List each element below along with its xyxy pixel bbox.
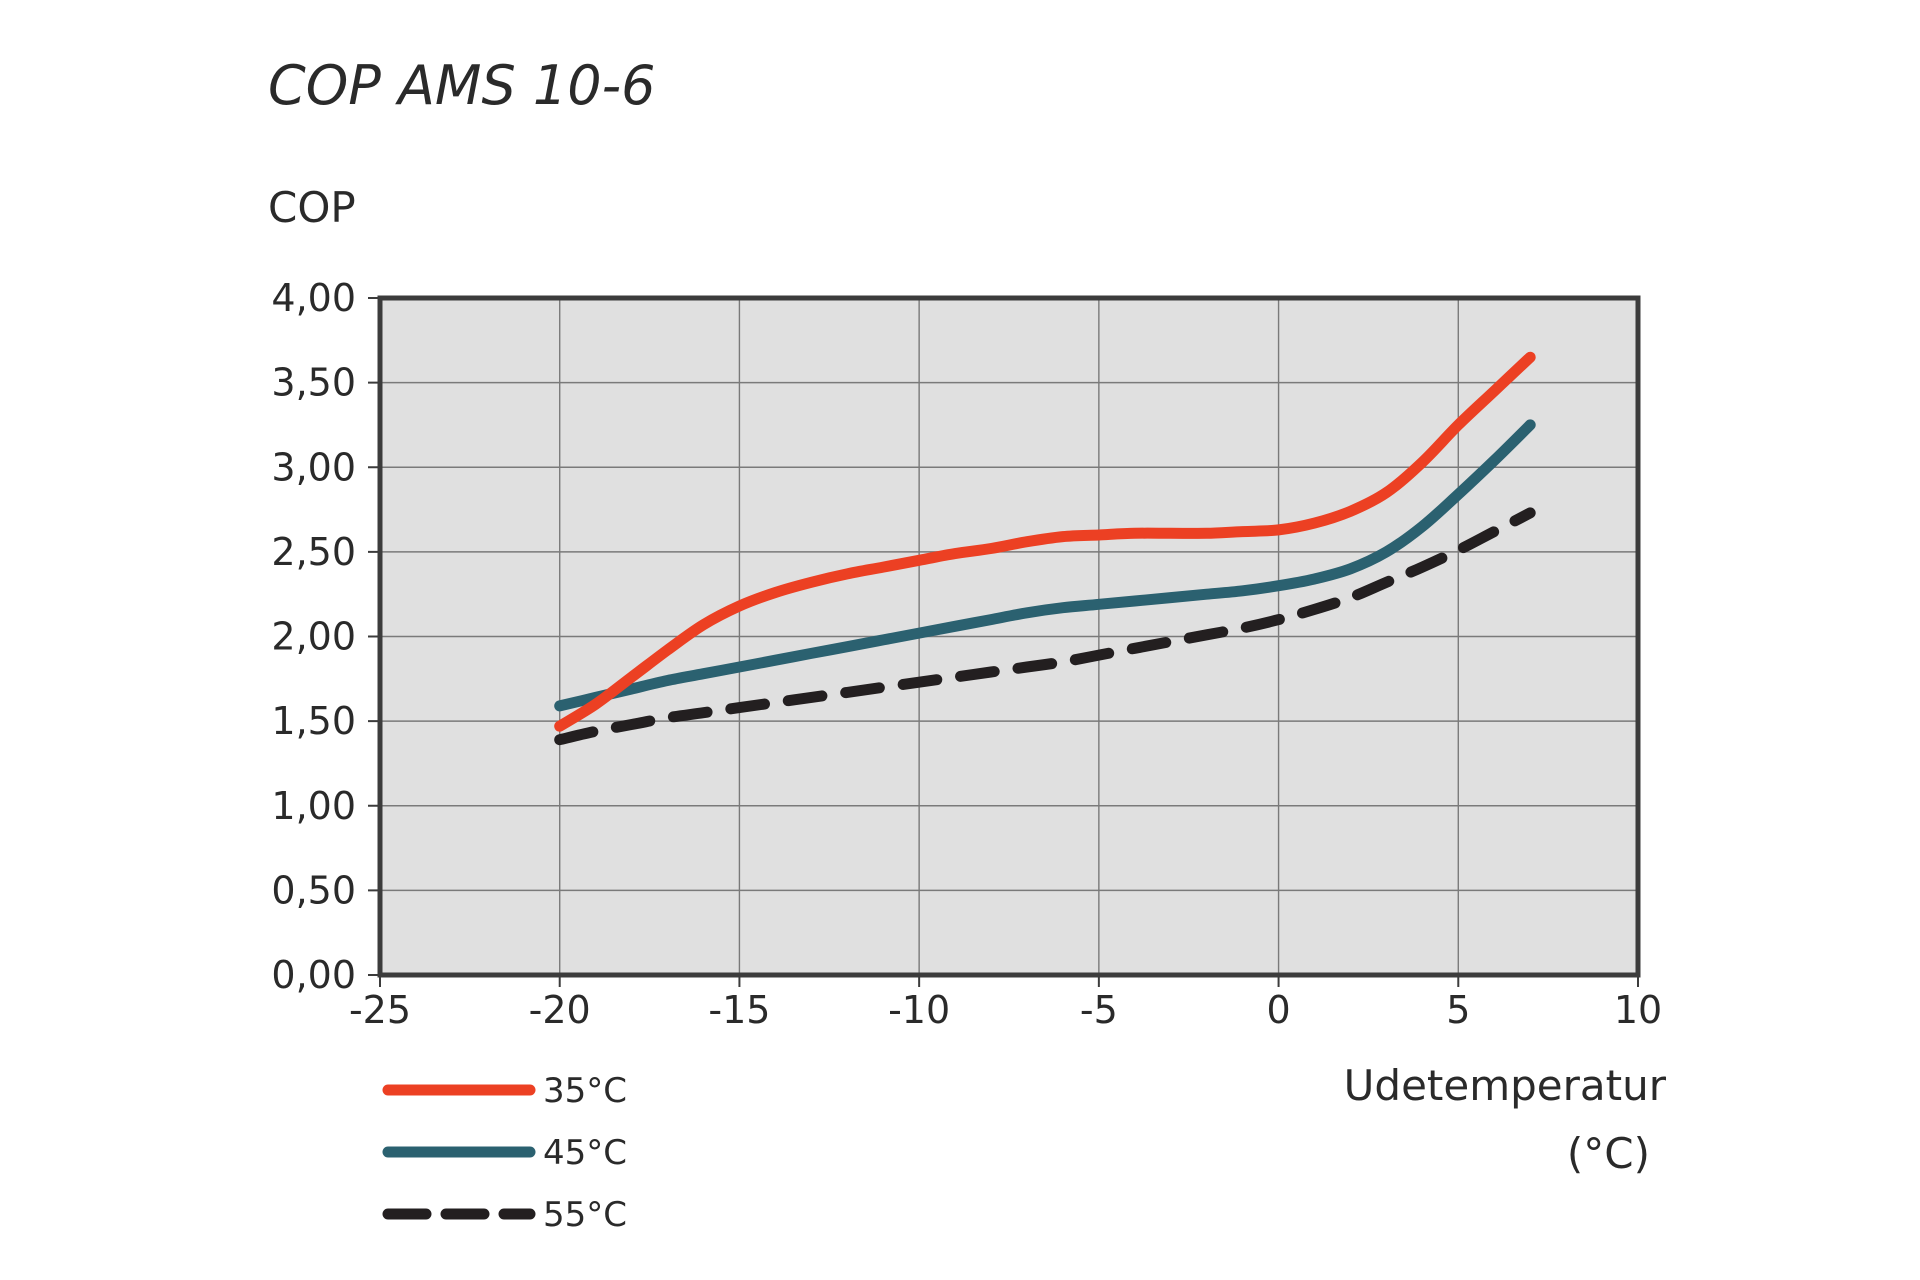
y-tick-label: 1,00 [271, 784, 356, 828]
y-tick-label: 3,00 [271, 445, 356, 489]
y-axis-label: COP [268, 183, 356, 232]
x-tick-label: 5 [1446, 988, 1470, 1032]
legend-label: 45°C [543, 1133, 627, 1173]
x-tick-labels: -25 -20 -15 -10 -5 0 5 10 [349, 975, 1662, 1032]
x-tick-label: -15 [708, 988, 770, 1032]
y-tick-label: 1,50 [271, 699, 356, 743]
y-tick-label: 2,50 [271, 530, 356, 574]
series-line-35C [554, 351, 1536, 732]
legend: 35°C 45°C 55°C [382, 1071, 627, 1235]
x-axis-label-line2: (°C) [1567, 1129, 1650, 1178]
y-tick-label: 2,00 [271, 615, 356, 659]
y-tick-labels: 0,00 0,50 1,00 1,50 2,00 2,50 3,00 3,50 4,00 [271, 276, 380, 997]
chart-title: COP AMS 10-6 [268, 54, 655, 117]
x-tick-label: 10 [1614, 988, 1662, 1032]
x-tick-label: -25 [349, 988, 411, 1032]
x-axis-label-line1: Udetemperatur [1344, 1061, 1667, 1110]
series-lines [554, 351, 1536, 746]
y-tick-label: 3,50 [271, 361, 356, 405]
series-line-45C [554, 419, 1536, 712]
y-tick-label: 0,00 [271, 953, 356, 997]
y-tick-label: 4,00 [271, 276, 356, 320]
x-tick-label: -20 [529, 988, 591, 1032]
x-tick-label: -10 [888, 988, 950, 1032]
x-tick-label: -5 [1080, 988, 1118, 1032]
legend-label: 55°C [543, 1195, 627, 1235]
legend-label: 35°C [543, 1071, 627, 1111]
y-tick-label: 0,50 [271, 868, 356, 912]
series-line-55C [554, 507, 1536, 746]
x-tick-label: 0 [1266, 988, 1290, 1032]
